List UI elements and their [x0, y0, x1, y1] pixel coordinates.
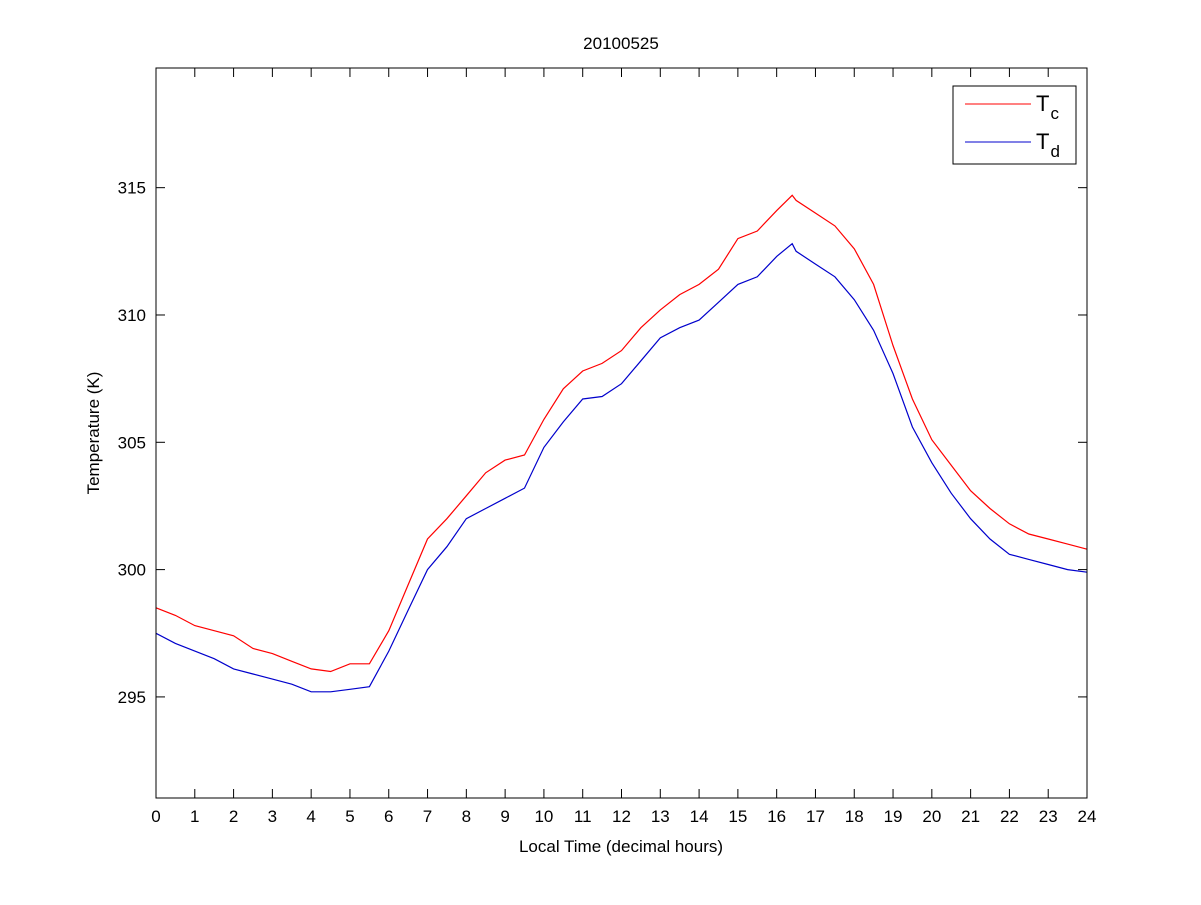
chart-title: 20100525	[583, 34, 659, 53]
series-layer	[155, 194, 1088, 693]
x-tick-label: 8	[462, 807, 471, 826]
x-tick-label: 9	[500, 807, 509, 826]
axis-ticks: 0 1 2 3 4 5 6 7 8 9 10 11 12 13 14 15 16 17 18 19 20 21 22 23 24…	[118, 68, 1097, 826]
y-tick-label: 300	[118, 561, 146, 580]
x-tick-label: 0	[151, 807, 160, 826]
y-tick-label: 310	[118, 306, 146, 325]
x-tick-label: 16	[767, 807, 786, 826]
x-tick-label: 22	[1000, 807, 1019, 826]
x-tick-label: 21	[961, 807, 980, 826]
x-tick-label: 17	[806, 807, 825, 826]
x-tick-label: 12	[612, 807, 631, 826]
legend-label-td: Td	[1036, 129, 1060, 161]
x-tick-label: 11	[574, 807, 592, 826]
x-tick-label: 24	[1078, 807, 1097, 826]
y-tick-label: 305	[118, 433, 146, 452]
x-tick-label: 7	[423, 807, 432, 826]
x-tick-label: 4	[306, 807, 315, 826]
x-tick-label: 6	[384, 807, 393, 826]
x-tick-label: 2	[229, 807, 238, 826]
x-tick-label: 20	[922, 807, 941, 826]
x-tick-label: 18	[845, 807, 864, 826]
x-axis-label: Local Time (decimal hours)	[519, 837, 723, 856]
plot-area-frame	[155, 67, 1088, 799]
y-tick-label: 315	[118, 179, 146, 198]
x-tick-label: 5	[345, 807, 354, 826]
legend: Tc Td	[952, 85, 1077, 165]
y-axis-label: Temperature (K)	[84, 372, 103, 495]
y-tick-label: 295	[118, 688, 146, 707]
x-tick-label: 14	[690, 807, 709, 826]
legend-box	[952, 85, 1077, 165]
x-tick-label: 3	[268, 807, 277, 826]
x-tick-label: 15	[728, 807, 747, 826]
x-tick-label: 19	[884, 807, 903, 826]
x-tick-label: 23	[1039, 807, 1058, 826]
series-line-Tc	[155, 194, 1088, 673]
series-line-Td	[155, 242, 1088, 693]
x-tick-label: 13	[651, 807, 670, 826]
x-tick-label: 1	[190, 807, 199, 826]
legend-label-tc: Tc	[1036, 91, 1059, 123]
x-tick-label: 10	[534, 807, 553, 826]
